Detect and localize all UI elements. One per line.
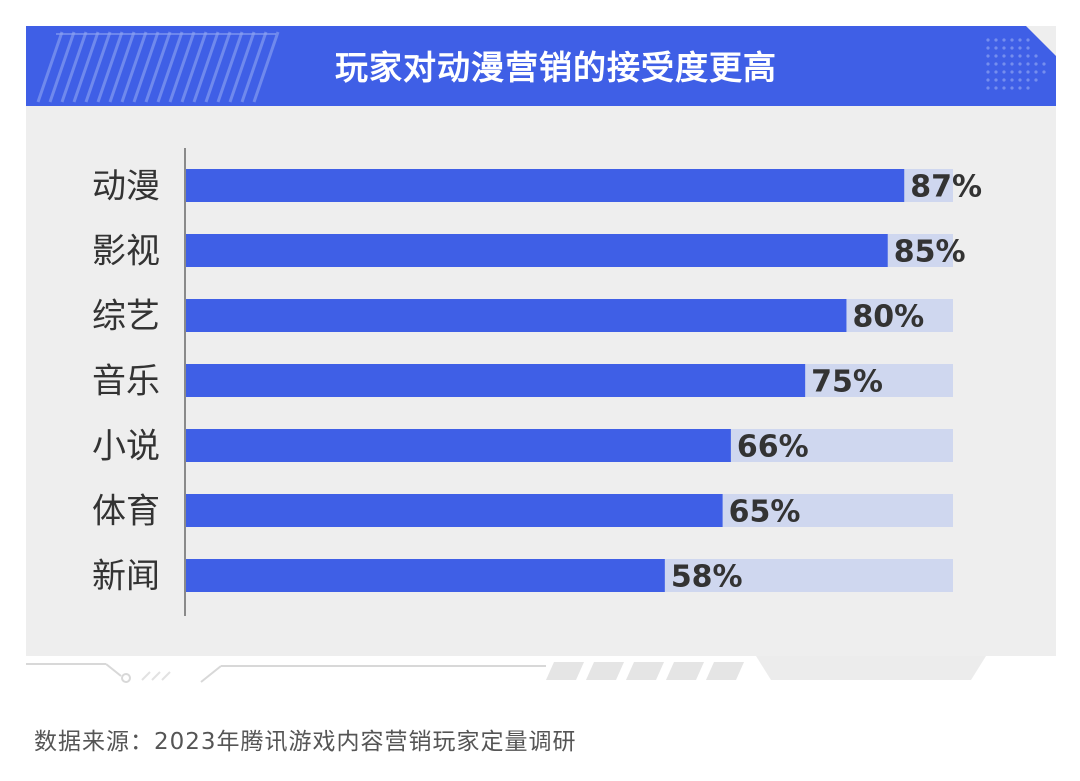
bar-c2: [186, 299, 847, 332]
header-banner: [26, 26, 1056, 106]
category-label-c5: 体育: [92, 492, 160, 532]
category-label-c3: 音乐: [92, 362, 160, 402]
value-label-c5: 65%: [729, 495, 801, 530]
bar-c5: [186, 494, 723, 527]
chart-title: 玩家对动漫营销的接受度更高: [335, 48, 777, 87]
category-label-c2: 综艺: [92, 297, 160, 337]
value-label-c6: 58%: [671, 560, 743, 595]
bar-c0: [186, 169, 905, 202]
category-label-c1: 影视: [92, 232, 160, 272]
value-label-c4: 66%: [737, 430, 809, 465]
chart-card: [26, 26, 1056, 656]
bar-c6: [186, 559, 665, 592]
bar-c4: [186, 429, 731, 462]
value-label-c3: 75%: [811, 365, 883, 400]
category-label-c0: 动漫: [92, 167, 160, 207]
category-label-c4: 小说: [92, 427, 160, 467]
bar-c3: [186, 364, 806, 397]
data-source-note: 数据来源：2023年腾讯游戏内容营销玩家定量调研: [34, 729, 577, 755]
bar-c1: [186, 234, 888, 267]
footer-decoration: [26, 656, 986, 683]
value-label-c1: 85%: [894, 235, 966, 270]
category-label-c6: 新闻: [92, 557, 160, 597]
value-label-c0: 87%: [910, 170, 982, 205]
chart-header: 玩家对动漫营销的接受度更高: [26, 26, 1056, 106]
value-label-c2: 80%: [852, 300, 924, 335]
